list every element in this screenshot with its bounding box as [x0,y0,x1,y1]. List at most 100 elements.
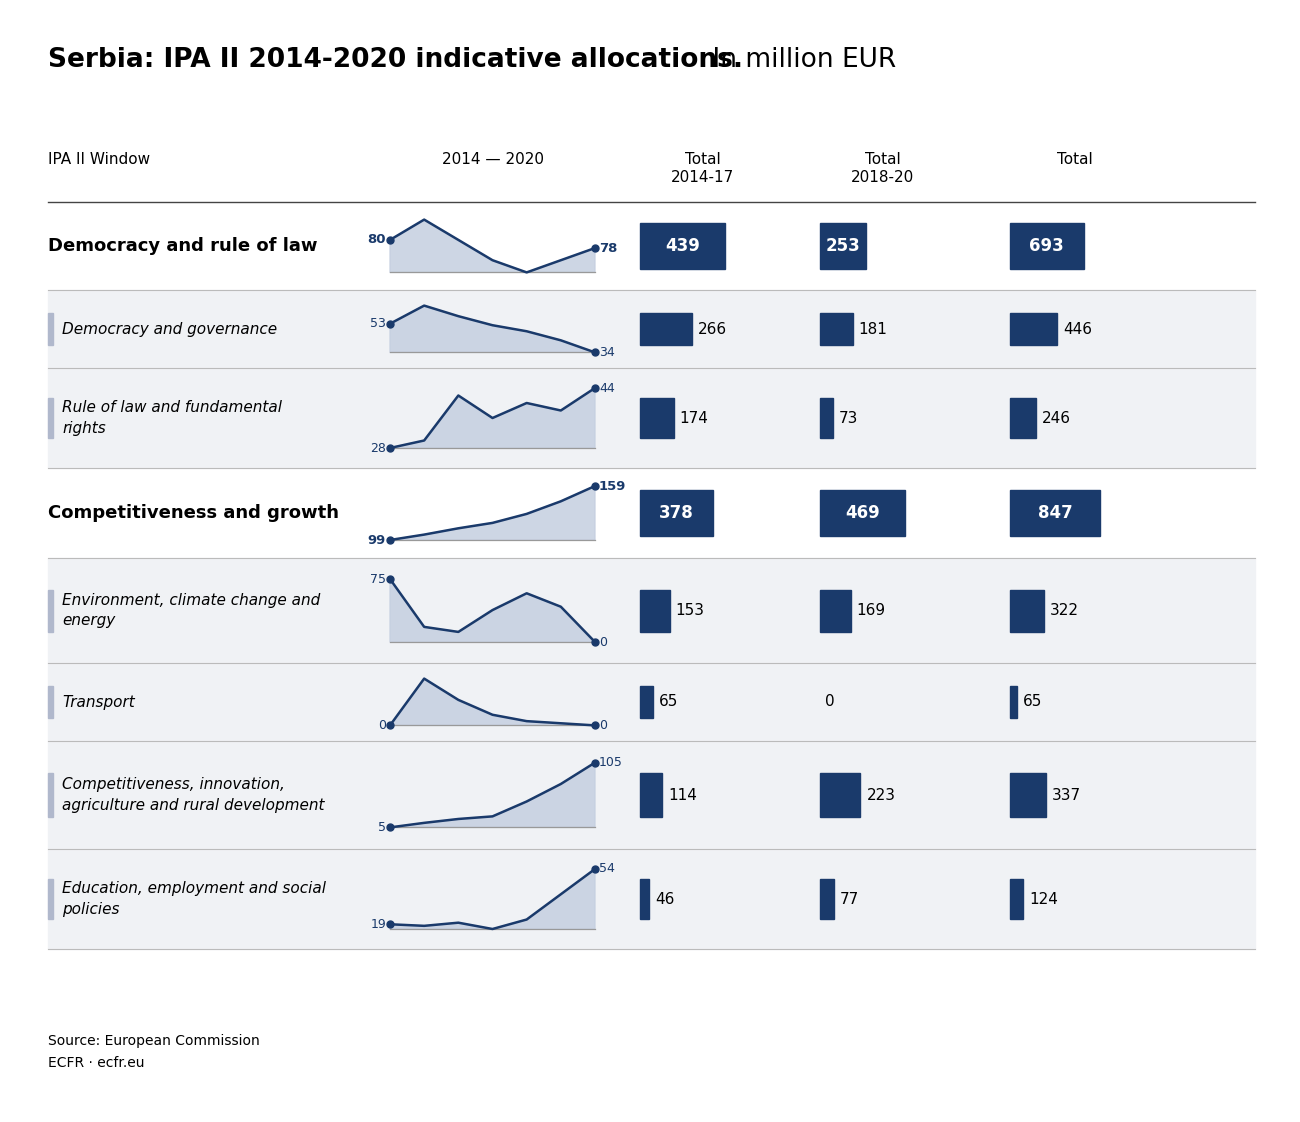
Bar [1010,313,1057,344]
Bar [640,687,653,718]
Polygon shape [390,220,595,273]
Text: 2014-17: 2014-17 [671,171,734,185]
Text: 174: 174 [680,411,708,425]
Text: 44: 44 [599,381,615,395]
Text: 246: 246 [1043,411,1071,425]
Text: 337: 337 [1052,788,1080,802]
Text: 2014 — 2020: 2014 — 2020 [442,151,543,167]
Bar [48,368,1254,468]
Text: 0: 0 [826,695,835,709]
Text: Democracy and governance: Democracy and governance [62,322,277,337]
Text: 77: 77 [840,892,859,907]
Text: 0: 0 [599,719,607,732]
Bar [1010,223,1084,269]
Text: Total: Total [864,151,901,167]
Bar [48,289,1254,368]
Text: 439: 439 [666,237,699,255]
Text: 847: 847 [1037,504,1072,522]
Text: 169: 169 [857,603,885,618]
Text: 0: 0 [378,719,386,732]
Bar [48,849,1254,949]
Text: Competitiveness, innovation,
agriculture and rural development: Competitiveness, innovation, agriculture… [62,778,325,812]
Text: 28: 28 [370,441,386,454]
Polygon shape [390,486,595,540]
Bar [820,589,850,632]
Text: Total: Total [685,151,720,167]
Bar [640,223,725,269]
Bar [820,223,866,269]
Text: 53: 53 [370,318,386,330]
Bar [48,398,53,438]
Polygon shape [390,579,595,642]
Bar [48,558,1254,663]
Text: Serbia: IPA II 2014-2020 indicative allocations.: Serbia: IPA II 2014-2020 indicative allo… [48,47,744,73]
Text: 54: 54 [599,863,615,875]
Text: 469: 469 [845,504,880,522]
Text: 181: 181 [859,322,888,337]
Bar [820,489,905,536]
Bar [640,489,714,536]
Bar [1010,398,1036,438]
Text: 0: 0 [599,635,607,649]
Text: Democracy and rule of law: Democracy and rule of law [48,237,317,255]
Polygon shape [390,388,595,448]
Bar [640,589,670,632]
Text: 253: 253 [826,237,861,255]
Text: Transport: Transport [62,695,135,709]
Bar [48,313,53,344]
Text: 73: 73 [840,411,858,425]
Polygon shape [390,679,595,726]
Bar [640,773,662,817]
Text: 266: 266 [698,322,727,337]
Bar [820,313,853,344]
Polygon shape [390,870,595,929]
Text: 75: 75 [370,572,386,586]
Bar [1010,687,1017,718]
Text: 65: 65 [659,695,679,709]
Text: 65: 65 [1023,695,1043,709]
Text: IPA II Window: IPA II Window [48,151,150,167]
Bar [1010,773,1045,817]
Text: Total: Total [1057,151,1093,167]
Text: 46: 46 [655,892,675,907]
Polygon shape [390,763,595,827]
Bar [48,773,53,817]
Text: 378: 378 [659,504,694,522]
Bar [48,589,53,632]
Bar [1010,589,1044,632]
Text: 114: 114 [668,788,697,802]
Bar [48,687,53,718]
Text: 99: 99 [368,533,386,546]
Text: 78: 78 [599,241,618,255]
Text: 2018-20: 2018-20 [852,171,914,185]
Text: 19: 19 [370,918,386,931]
Text: 80: 80 [368,233,386,247]
Text: 223: 223 [866,788,896,802]
Bar [640,879,649,919]
Bar [640,398,673,438]
Bar [48,663,1254,741]
Text: 446: 446 [1063,322,1092,337]
Text: 105: 105 [599,756,623,769]
Text: In million EUR: In million EUR [705,47,896,73]
Text: 159: 159 [599,479,627,493]
Text: 322: 322 [1050,603,1079,618]
Text: Environment, climate change and
energy: Environment, climate change and energy [62,592,320,628]
Bar [820,773,861,817]
Text: Education, employment and social
policies: Education, employment and social policie… [62,881,326,917]
Text: 153: 153 [676,603,705,618]
Bar [820,879,835,919]
Bar [820,398,833,438]
Bar [640,313,692,344]
Text: Rule of law and fundamental
rights: Rule of law and fundamental rights [62,401,282,435]
Text: Source: European Commission
ECFR · ecfr.eu: Source: European Commission ECFR · ecfr.… [48,1034,260,1070]
Text: 693: 693 [1030,237,1065,255]
Text: 124: 124 [1030,892,1058,907]
Polygon shape [390,305,595,352]
Bar [1010,879,1023,919]
Bar [1010,489,1100,536]
Text: 34: 34 [599,346,615,359]
Text: 5: 5 [378,821,386,834]
Bar [48,879,53,919]
Bar [48,741,1254,849]
